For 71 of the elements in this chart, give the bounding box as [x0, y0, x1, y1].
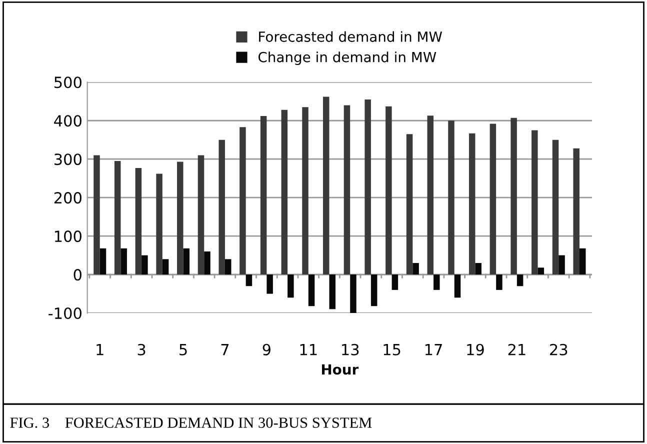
bar [204, 251, 210, 275]
bar [308, 274, 315, 306]
bar [260, 116, 267, 275]
bar [288, 274, 294, 298]
bar [412, 262, 419, 275]
bar [448, 120, 454, 275]
bar [100, 248, 106, 275]
bar [156, 174, 162, 275]
bar [281, 110, 288, 275]
bar [350, 274, 356, 314]
bar [94, 155, 100, 275]
bar [468, 133, 476, 275]
bar [198, 155, 204, 275]
bar [573, 148, 580, 275]
y-tick-label: -100 [48, 307, 82, 320]
legend-label: Change in demand in MW [258, 52, 436, 66]
bar [392, 274, 398, 290]
bar [183, 248, 190, 275]
x-tick-label: 15 [384, 344, 400, 356]
caption: FIG. 3 FORECASTED DEMAND IN 30-BUS SYSTEM [10, 418, 372, 428]
bar [135, 168, 142, 275]
bar [558, 255, 565, 275]
bar [364, 99, 371, 275]
x-axis-title: Hour [322, 364, 359, 375]
x-tick-label: 13 [342, 344, 359, 356]
bar [406, 134, 413, 275]
bar [538, 268, 544, 275]
bar [475, 262, 482, 275]
x-tick-label: 21 [508, 344, 526, 356]
y-tick-label: 0 [74, 269, 82, 281]
y-tick-label: 300 [54, 154, 82, 166]
bar [302, 107, 308, 275]
x-tick-label: 9 [262, 344, 270, 356]
x-tick-label: 17 [425, 344, 442, 356]
bar [266, 274, 273, 294]
x-tick-label: 1 [96, 344, 104, 356]
bar [427, 116, 434, 275]
bar [370, 274, 378, 306]
bar [552, 140, 559, 275]
bar [114, 161, 121, 275]
y-tick-label: 100 [55, 230, 82, 242]
bar [162, 259, 169, 275]
y-tick-label: 200 [54, 192, 82, 204]
bar [329, 274, 336, 310]
y-tick-label: 500 [54, 76, 82, 88]
bar [218, 140, 225, 275]
bar [434, 274, 440, 290]
bar [386, 106, 392, 275]
bar [177, 162, 184, 275]
bar [496, 274, 502, 290]
x-tick-label: 3 [138, 344, 146, 356]
bar [246, 274, 252, 286]
bar [120, 248, 127, 275]
y-tick-label: 400 [54, 115, 82, 127]
bar [142, 255, 148, 275]
bar [224, 259, 232, 275]
x-tick-label: 5 [180, 344, 187, 356]
x-tick-label: 19 [467, 344, 484, 356]
bar [322, 96, 330, 275]
x-tick-label: 23 [550, 344, 568, 356]
bar [344, 105, 350, 275]
bar [579, 248, 586, 275]
x-tick-label: 7 [221, 344, 229, 356]
bar [490, 124, 496, 275]
bar [516, 274, 524, 286]
bar [532, 130, 538, 275]
bar [454, 274, 461, 298]
legend-label: Forecasted demand in MW [259, 31, 442, 42]
bar [510, 118, 517, 275]
bar [240, 127, 246, 275]
x-tick-label: 11 [300, 344, 317, 356]
